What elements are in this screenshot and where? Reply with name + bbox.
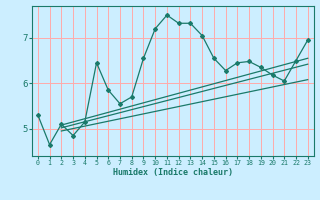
X-axis label: Humidex (Indice chaleur): Humidex (Indice chaleur): [113, 168, 233, 177]
